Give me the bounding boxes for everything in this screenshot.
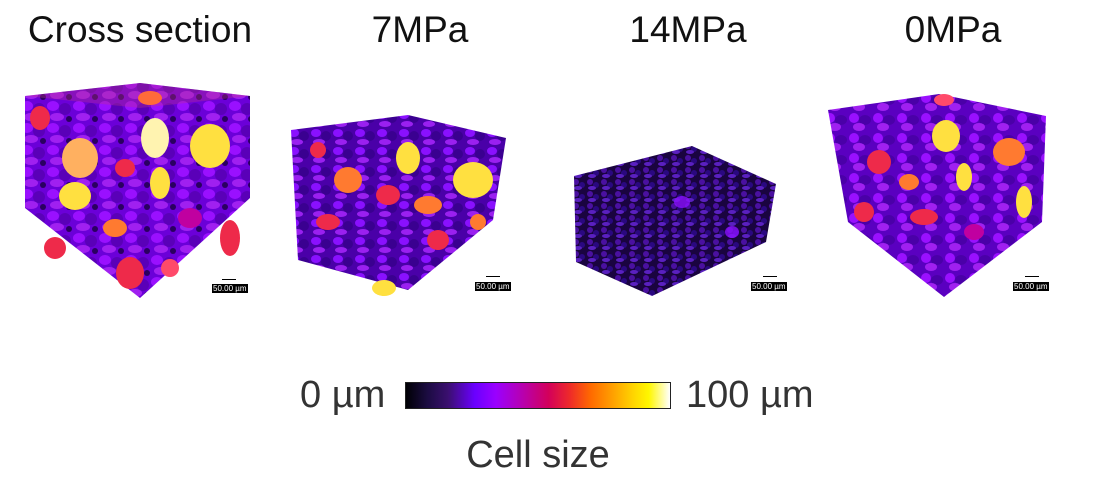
scale-bar-label: 50.00 µm [751, 282, 787, 291]
panel-title-14mpa: 14MPa [629, 9, 747, 50]
cells [310, 142, 493, 296]
scale-bar-label: 50.00 µm [1013, 282, 1049, 291]
cube-render-7mpa [291, 115, 506, 296]
colorbar-title: Cell size [466, 434, 610, 476]
panel-title-7mpa: 7MPa [371, 9, 469, 50]
scale-tick [1025, 276, 1039, 277]
panel-title-cross-section: Cross section [27, 9, 253, 50]
panel-title-0mpa: 0MPa [904, 9, 1002, 50]
scale-bar-label: 50.00 µm [475, 282, 511, 291]
scale-tick [763, 276, 777, 277]
colorbar-min-label: 0 µm [300, 374, 386, 416]
colorbar-max-label: 100 µm [686, 374, 814, 416]
scale-bar-label: 50.00 µm [212, 284, 248, 293]
cells [30, 91, 240, 289]
cube-render-14mpa [574, 146, 776, 296]
cube-render-0mpa [828, 94, 1046, 297]
colorbar [405, 382, 671, 409]
cell [725, 226, 739, 238]
scale-tick [222, 279, 236, 280]
scale-tick [486, 276, 500, 277]
cube-render-cross-section [25, 83, 250, 298]
cells [854, 94, 1032, 240]
cell [674, 196, 690, 208]
